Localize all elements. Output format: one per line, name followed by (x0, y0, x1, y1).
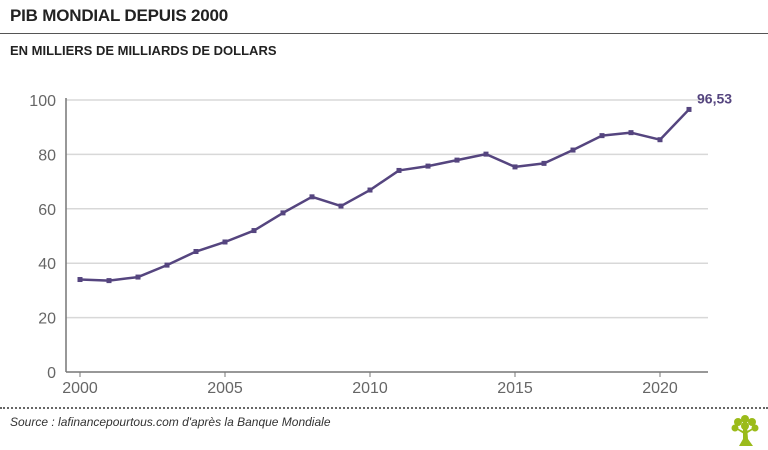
data-point (512, 164, 518, 170)
y-tick-label: 0 (47, 365, 56, 382)
y-tick-label: 100 (29, 93, 56, 110)
x-tick-label: 2020 (642, 380, 678, 397)
data-point (135, 274, 141, 280)
x-tick-label: 2005 (207, 380, 243, 397)
data-point (599, 133, 605, 139)
x-tick-label: 2010 (352, 380, 388, 397)
data-point (164, 262, 170, 268)
data-point (338, 203, 344, 209)
dotted-divider (0, 407, 768, 409)
data-point (657, 137, 663, 143)
data-point (309, 194, 315, 200)
data-point (425, 163, 431, 169)
data-point (222, 239, 228, 245)
x-tick-label: 2000 (62, 380, 98, 397)
data-point (686, 106, 692, 112)
data-point (193, 249, 199, 255)
tree-logo-icon (731, 415, 759, 446)
source-note: Source : lafinancepourtous.com d'après l… (10, 415, 331, 429)
data-point (280, 210, 286, 216)
data-point (483, 151, 489, 157)
data-point (628, 130, 634, 136)
chart-title: PIB MONDIAL DEPUIS 2000 (10, 6, 229, 25)
data-point (106, 278, 112, 284)
data-point (454, 157, 460, 163)
data-point (541, 160, 547, 166)
chart-subtitle: EN MILLIERS DE MILLIARDS DE DOLLARS (10, 43, 277, 58)
data-point (77, 277, 83, 283)
y-tick-label: 80 (38, 147, 56, 164)
data-point (251, 228, 257, 234)
y-tick-label: 40 (38, 256, 56, 273)
data-point (396, 167, 402, 173)
x-tick-label: 2015 (497, 380, 533, 397)
y-tick-label: 20 (38, 311, 56, 328)
data-point (570, 147, 576, 153)
last-value-label: 96,53 (697, 90, 732, 106)
data-point (367, 187, 373, 193)
series-line (79, 108, 690, 282)
y-tick-label: 60 (38, 202, 56, 219)
title-divider (0, 33, 768, 34)
